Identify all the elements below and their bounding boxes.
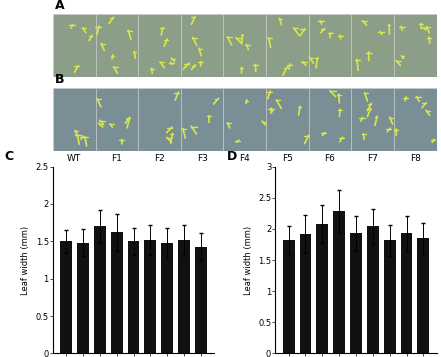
Bar xyxy=(94,226,106,353)
Text: D: D xyxy=(227,150,237,163)
Bar xyxy=(224,87,266,151)
Bar xyxy=(309,14,351,77)
Bar xyxy=(96,87,138,151)
Bar xyxy=(77,243,89,353)
Text: F2: F2 xyxy=(154,155,165,164)
Bar xyxy=(178,240,190,353)
Bar xyxy=(53,14,96,77)
Bar xyxy=(145,240,156,353)
Text: F5: F5 xyxy=(282,155,293,164)
Bar xyxy=(161,243,173,353)
Bar xyxy=(394,14,437,77)
Bar xyxy=(351,14,394,77)
Bar xyxy=(127,241,139,353)
Bar xyxy=(181,14,224,77)
Text: F7: F7 xyxy=(367,155,378,164)
Y-axis label: Leaf width (mm): Leaf width (mm) xyxy=(243,226,253,295)
Bar xyxy=(53,87,96,151)
Text: A: A xyxy=(55,0,64,12)
Text: F3: F3 xyxy=(197,155,208,164)
Bar xyxy=(283,240,295,353)
Text: F8: F8 xyxy=(410,155,421,164)
Bar xyxy=(195,247,207,353)
Bar xyxy=(138,87,181,151)
Bar xyxy=(299,234,311,353)
Text: WT: WT xyxy=(67,155,81,164)
Bar xyxy=(138,14,181,77)
Bar xyxy=(418,238,429,353)
Bar xyxy=(394,87,437,151)
Bar xyxy=(333,211,345,353)
Bar xyxy=(181,87,224,151)
Bar xyxy=(384,240,396,353)
Bar xyxy=(111,232,123,353)
Bar xyxy=(400,233,412,353)
Text: F6: F6 xyxy=(325,155,336,164)
Bar xyxy=(96,14,138,77)
Bar xyxy=(316,224,328,353)
Bar xyxy=(309,87,351,151)
Text: C: C xyxy=(4,150,14,163)
Bar xyxy=(60,241,72,353)
Bar xyxy=(266,14,309,77)
Bar xyxy=(224,14,266,77)
Text: B: B xyxy=(55,72,64,86)
Bar xyxy=(351,87,394,151)
Y-axis label: Leaf width (mm): Leaf width (mm) xyxy=(21,226,30,295)
Text: F1: F1 xyxy=(112,155,122,164)
Bar xyxy=(266,87,309,151)
Bar xyxy=(350,233,362,353)
Text: F4: F4 xyxy=(239,155,250,164)
Bar xyxy=(367,226,379,353)
